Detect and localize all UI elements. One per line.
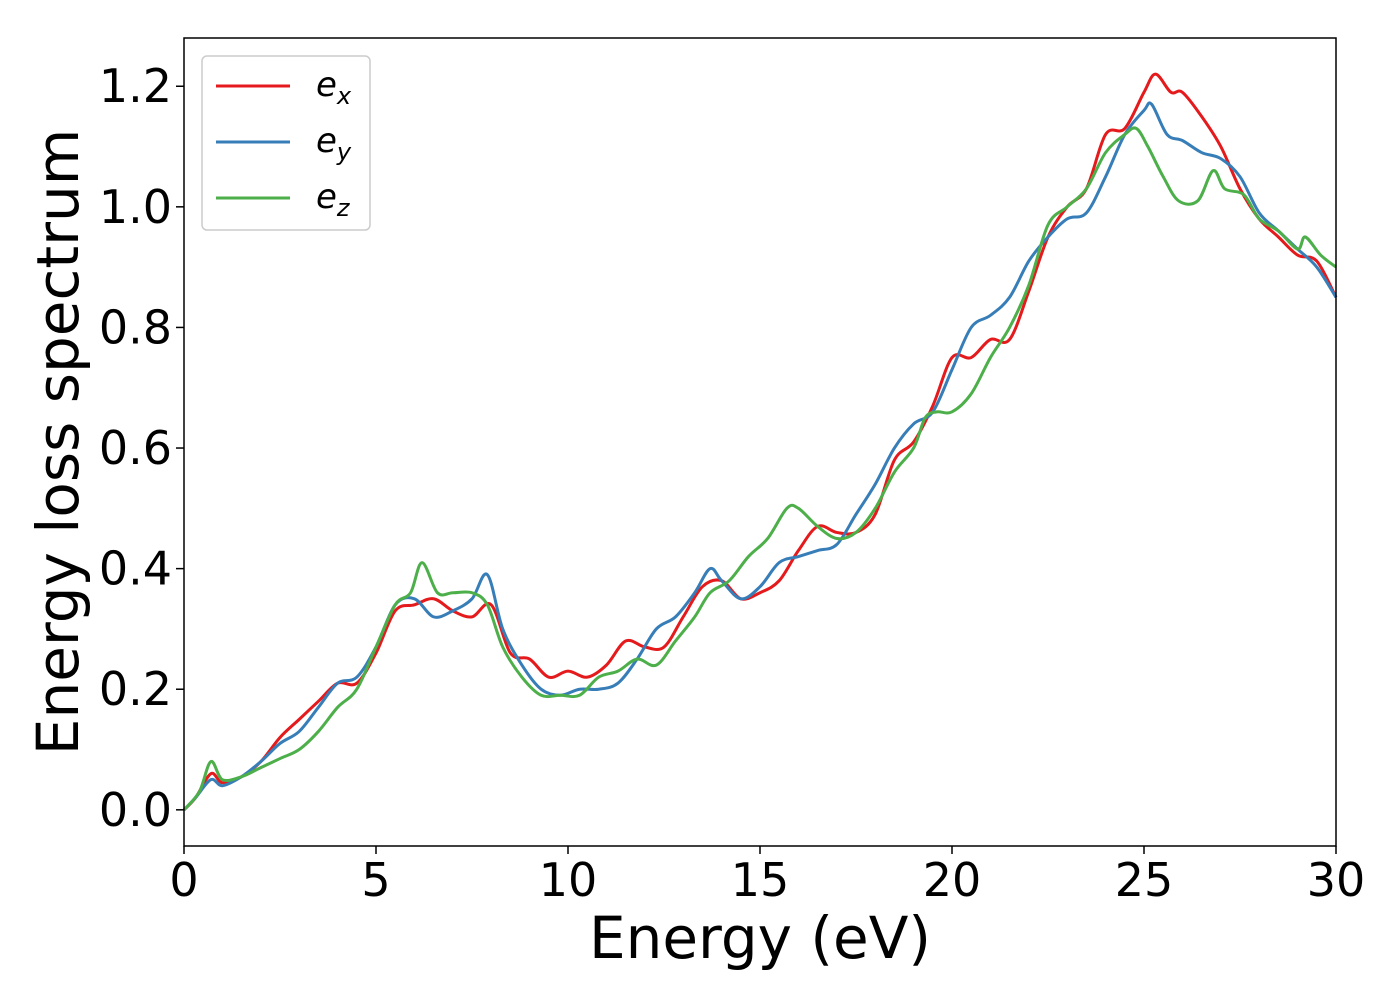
y-axis-label: Energy loss spectrum (24, 129, 92, 755)
series-line-y (182, 101, 1338, 811)
series-line-z (182, 126, 1337, 811)
legend-label-y: ey (316, 121, 352, 166)
x-tick-label: 5 (361, 853, 390, 907)
legend-label-x: ex (316, 65, 352, 110)
x-tick-label: 15 (731, 853, 790, 907)
x-tick-label: 30 (1307, 853, 1366, 907)
y-tick-label: 1.2 (99, 59, 172, 113)
y-tick-label: 0.4 (99, 542, 172, 596)
legend: ex ey ez (201, 55, 371, 231)
x-axis-label: Energy (eV) (589, 904, 931, 972)
plot-background (184, 38, 1336, 846)
x-tick-label: 0 (169, 853, 198, 907)
y-tick-label: 0.6 (99, 421, 172, 475)
x-tick-label: 10 (539, 853, 598, 907)
series-layer (182, 72, 1338, 811)
y-tick-label: 1.0 (99, 180, 172, 234)
y-axis-ticks: 0.0 0.2 0.4 0.6 0.8 1.0 1.2 (99, 59, 184, 837)
x-tick-label: 25 (1115, 853, 1174, 907)
x-tick-label: 20 (923, 853, 982, 907)
x-axis-ticks: 0 5 10 15 20 25 30 (169, 846, 1365, 907)
y-tick-label: 0.2 (99, 662, 172, 716)
legend-label-z: ez (316, 177, 351, 222)
y-tick-label: 0.0 (99, 783, 172, 837)
y-tick-label: 0.8 (99, 300, 172, 354)
